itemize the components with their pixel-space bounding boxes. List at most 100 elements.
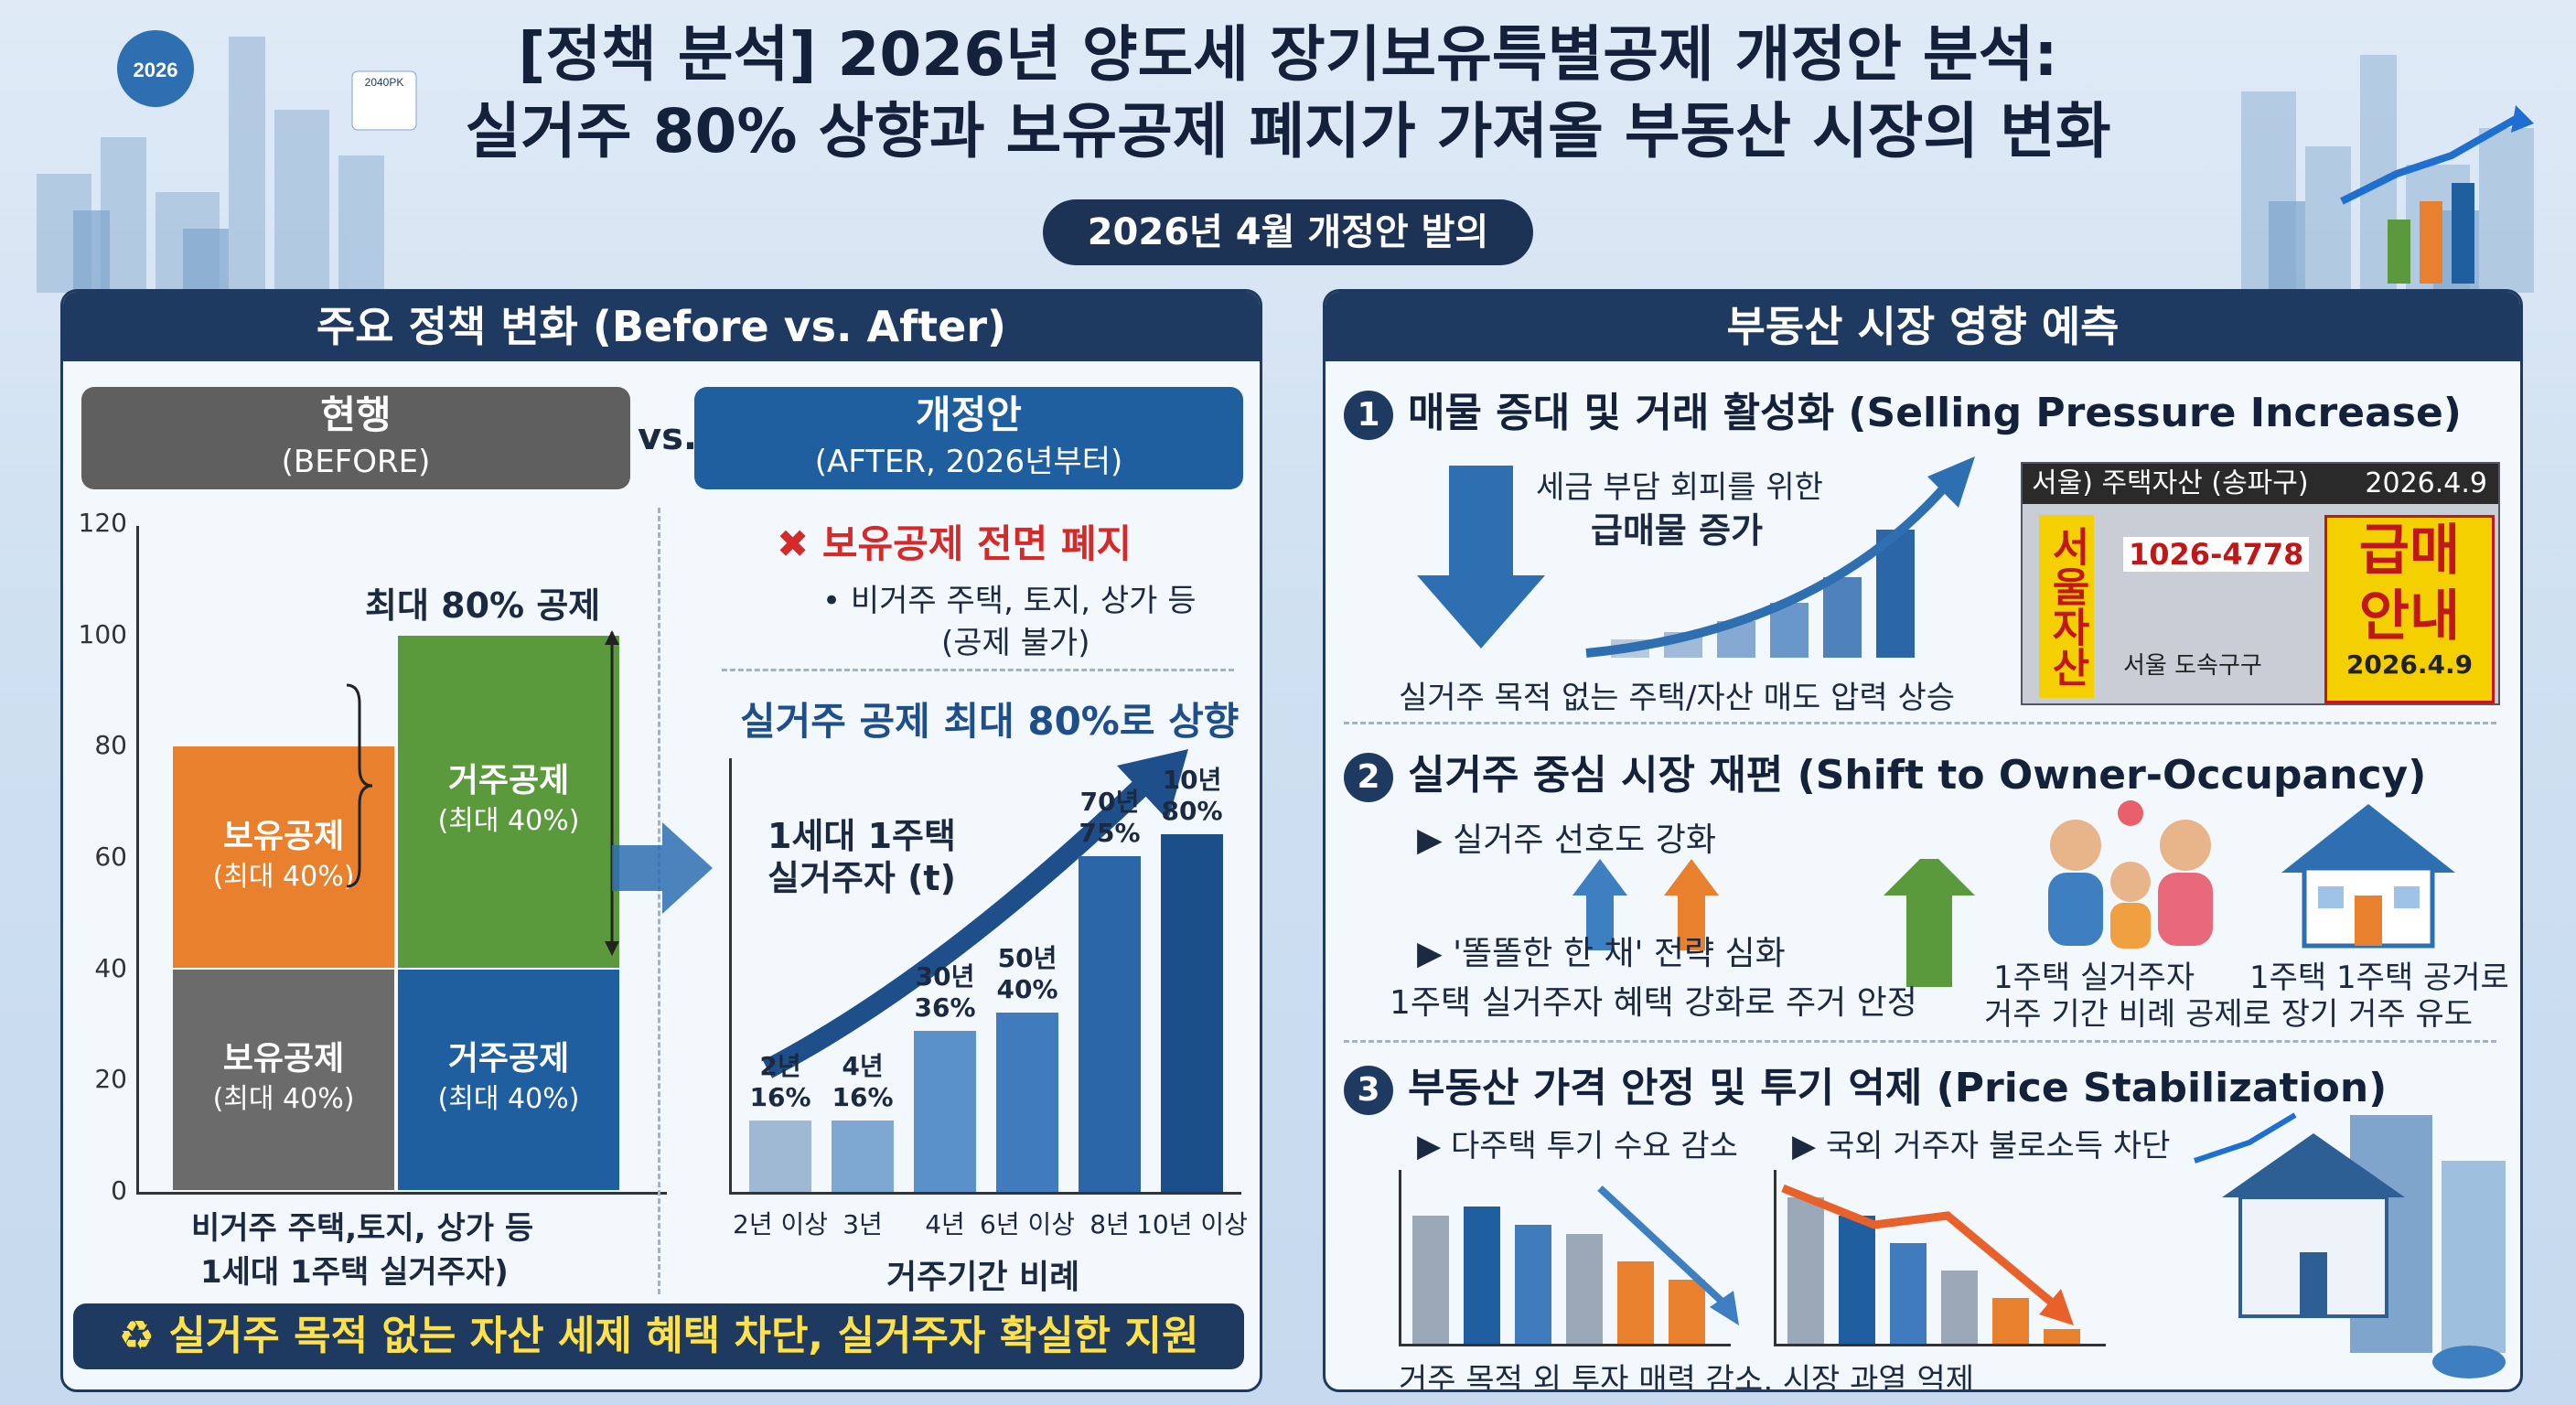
- segment-label: 보유공제: [222, 817, 345, 855]
- family-icon: [2048, 800, 2213, 949]
- unearned-income-chart: [1774, 1170, 2106, 1346]
- sign-board: 급매 안내 2026.4.9: [2324, 515, 2495, 703]
- section-1-title-text: 매물 증대 및 거래 활성화 (Selling Pressure Increas…: [1408, 390, 2462, 436]
- selling-caption: 실거주 목적 없는 주택/자산 매도 압력 상승: [1399, 680, 1956, 716]
- after-bar-label-line: 40%: [996, 974, 1058, 1005]
- s2-bullet-2: ▶ '똘똘한 한 채' 전략 심화: [1417, 935, 1786, 972]
- s2-bullet-1: ▶ 실거주 선호도 강화: [1417, 821, 1716, 859]
- after-bar-label-0: 2년 16%: [730, 1051, 831, 1113]
- before-x-label-2: 1세대 1주택 실거주자): [200, 1254, 509, 1291]
- after-x-axis: [729, 1192, 1241, 1195]
- section-2-title-text: 실거주 중심 시장 재편 (Shift to Owner-Occupancy): [1408, 752, 2427, 799]
- y-tick-label: 100: [78, 618, 127, 649]
- sign-vertical: 서울자산: [2039, 515, 2094, 698]
- after-bar-label-5: 10년 80%: [1142, 765, 1242, 827]
- y-tick-label: 60: [94, 842, 127, 872]
- section-3-title: 3 부동산 가격 안정 및 투기 억제 (Price Stabilization): [1344, 1055, 2387, 1115]
- after-bar-3: [996, 1013, 1058, 1192]
- selling-callout-2: 급매물 증가: [1591, 510, 1764, 551]
- section-separator-1: [1344, 722, 2496, 724]
- max-deduction-label: 최대 80% 공제: [365, 585, 601, 626]
- y-tick-label: 120: [78, 508, 127, 538]
- after-bar-label-2: 30년 36%: [895, 961, 995, 1024]
- after-x-tick-4: 8년: [1089, 1209, 1130, 1239]
- s3-chart-b-bar-4: [1992, 1298, 2029, 1344]
- after-header: 개정안 (AFTER, 2026년부터): [694, 387, 1243, 489]
- segment-sub: (최대 40%): [212, 860, 355, 893]
- after-bar-2: [914, 1031, 976, 1192]
- s3-chart-b-bar-2: [1890, 1243, 1927, 1344]
- stack-segment-resident-1: 거주공제 (최대 40%): [398, 635, 619, 968]
- sign-big-2: 안내: [2358, 585, 2461, 649]
- after-bar-4: [1079, 856, 1141, 1192]
- y-tick-label: 80: [94, 730, 127, 761]
- after-bar-label-line: 10년: [1162, 764, 1222, 795]
- section-3-number: 3: [1344, 1066, 1393, 1115]
- s3-chart-a-bar-0: [1412, 1216, 1449, 1344]
- after-bar-0: [749, 1120, 811, 1192]
- after-bar-label-line: 70년: [1079, 787, 1140, 818]
- title-line-2: 실거주 80% 상향과 보유공제 폐지가 가져올 부동산 시장의 변화: [465, 96, 2111, 166]
- city-skyline-illustration: 2026 2040PK: [37, 30, 2534, 293]
- before-x-axis: [136, 1192, 667, 1195]
- sign-date: 2026.4.9: [2345, 649, 2474, 680]
- selling-bar-4: [1823, 577, 1862, 658]
- selling-callout-1: 세금 부담 회피를 위한: [1536, 469, 1823, 506]
- abolish-note-1: • 비거주 주택, 토지, 상가 등: [822, 583, 1197, 619]
- s3-bullet-2: ▶ 국외 거주자 불로소득 차단: [1792, 1128, 2171, 1164]
- page-title: [정책 분석] 2026년 양도세 장기보유특별공제 개정안 분석: 실거주 8…: [384, 16, 2192, 170]
- after-bar-label-line: 16%: [832, 1081, 894, 1112]
- summary-banner: ♻ 실거주 목적 없는 자산 세제 혜택 차단, 실거주자 확실한 지원: [73, 1303, 1244, 1369]
- after-bar-label-line: 4년: [842, 1050, 884, 1081]
- cross-icon: ✖: [777, 521, 810, 566]
- policy-panel-title: 주요 정책 변화 (Before vs. After): [63, 292, 1260, 361]
- transition-arrow: [612, 822, 713, 914]
- raise-title: 실거주 공제 최대 80%로 상향: [740, 699, 1240, 744]
- vs-label: vs.: [638, 416, 698, 458]
- listing-photo: 서울) 주택자산 (송파구) 2026.4.9 서울자산 1026-4778 서…: [2021, 462, 2500, 705]
- after-bar-label-line: 2년: [759, 1050, 801, 1081]
- s3-chart-b-bar-3: [1941, 1271, 1978, 1344]
- section-1-title: 1 매물 증대 및 거래 활성화 (Selling Pressure Increa…: [1344, 380, 2462, 440]
- down-arrow-icon: [1417, 466, 1545, 649]
- before-label: 현행: [320, 392, 392, 437]
- sign-phone: 1026-4778: [2123, 537, 2310, 572]
- after-x-tick-2: 4년: [925, 1209, 965, 1239]
- after-bar-label-3: 50년 40%: [977, 943, 1078, 1005]
- after-bar-label-line: 36%: [914, 992, 976, 1023]
- after-bar-label-line: 80%: [1161, 795, 1223, 826]
- photo-header: 서울) 주택자산 (송파구) 2026.4.9: [2023, 464, 2498, 504]
- section-separator-2: [1344, 1040, 2496, 1043]
- after-label: 개정안: [916, 392, 1022, 437]
- market-panel-title: 부동산 시장 영향 예측: [1326, 292, 2520, 361]
- before-sub: (BEFORE): [281, 444, 431, 480]
- before-x-label-1: 비거주 주택,토지, 상가 등: [191, 1210, 534, 1247]
- segment-sub: (최대 40%): [212, 1083, 355, 1116]
- s3-chart-a-bar-2: [1515, 1225, 1551, 1344]
- s3-chart-a-bar-4: [1617, 1261, 1654, 1344]
- photo-header-right: 2026.4.9: [2365, 467, 2487, 499]
- abolish-title-text: 보유공제 전면 폐지: [821, 521, 1132, 566]
- house-caption-1: 1주택 1주택 공거로: [2249, 960, 2509, 996]
- section-1-number: 1: [1344, 391, 1393, 440]
- s3-chart-b-bar-5: [2044, 1329, 2080, 1344]
- market-impact-panel: 부동산 시장 영향 예측 1 매물 증대 및 거래 활성화 (Selling Pr…: [1323, 289, 2523, 1392]
- vertical-divider: [658, 508, 660, 1294]
- section-2-number: 2: [1344, 753, 1393, 802]
- before-header: 현행 (BEFORE): [81, 387, 630, 489]
- family-caption-1: 1주택 실거주자: [1993, 960, 2195, 996]
- after-sub: (AFTER, 2026년부터): [814, 444, 1123, 480]
- after-x-tick-3: 6년 이상: [980, 1209, 1075, 1239]
- abolish-note-2: (공제 불가): [941, 625, 1090, 661]
- decline-arrows: [1597, 1184, 2074, 1325]
- growth-arrow: [762, 749, 1188, 1078]
- s3-chart-b-bar-0: [1787, 1197, 1824, 1344]
- selling-up-arrow: [1585, 456, 1975, 658]
- title-line-1: [정책 분석] 2026년 양도세 장기보유특별공제 개정안 분석:: [518, 19, 2058, 90]
- section-3-title-text: 부동산 가격 안정 및 투기 억제 (Price Stabilization): [1408, 1065, 2388, 1111]
- abolish-title: ✖ 보유공제 전면 폐지: [777, 513, 1132, 569]
- y-tick-label: 40: [94, 952, 127, 983]
- s3-caption: 거주 목적 외 투자 매력 감소, 시장 과열 억제: [1399, 1362, 1975, 1392]
- family-caption-2: 거주 기간 비례 공제로 장기 거주 유도: [1984, 996, 2474, 1033]
- s2-caption: 1주택 실거주자 혜택 강화로 주거 안정: [1390, 984, 1917, 1022]
